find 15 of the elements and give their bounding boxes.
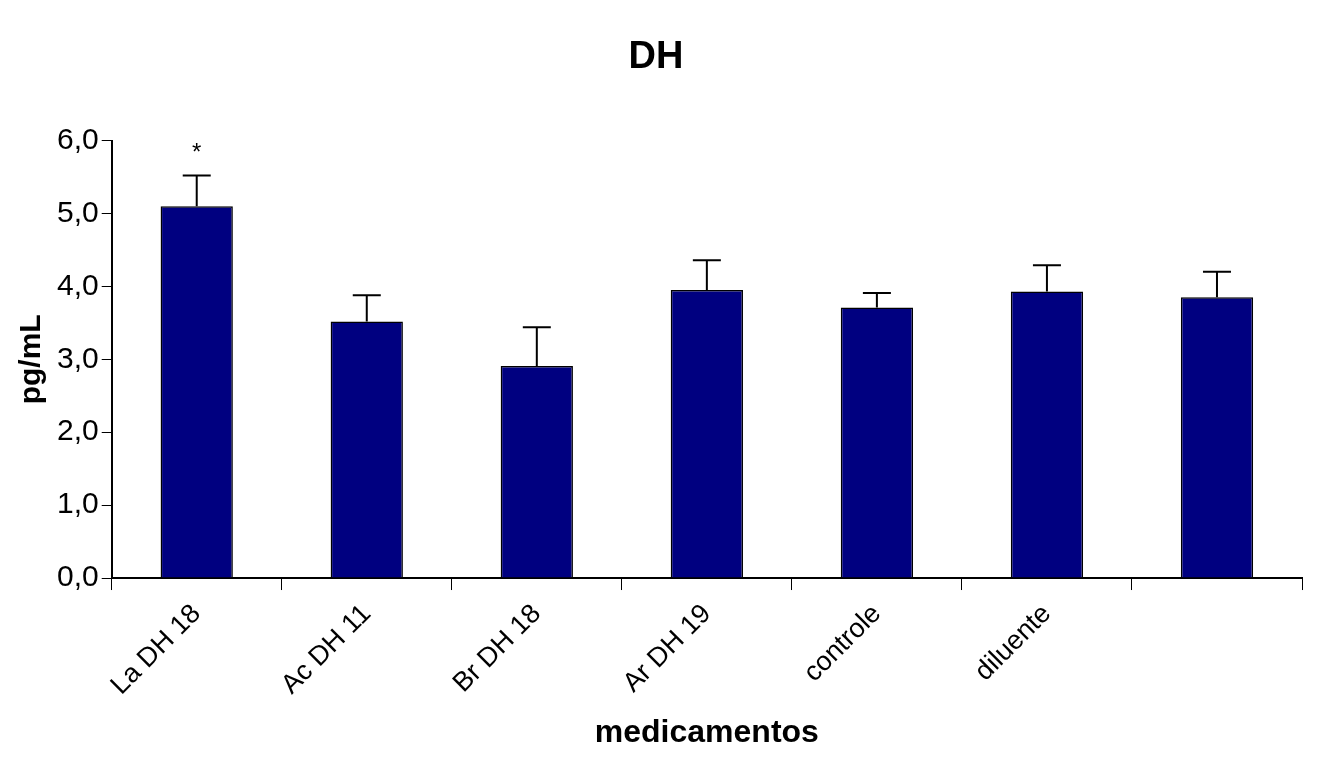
y-tick-label: 2,0 (56, 413, 99, 447)
annotation: * (192, 138, 202, 166)
chart-title: DH (628, 34, 684, 77)
y-tick-label: 6,0 (56, 121, 99, 155)
y-tick-label: 0,0 (56, 559, 99, 593)
x-axis-title: medicamentos (594, 712, 819, 749)
x-tick-label: La DH 18 (104, 597, 207, 700)
y-axis-title: pg/mL (13, 314, 47, 405)
x-tick-label: Ar DH 19 (616, 597, 717, 698)
y-tick-label: 3,0 (56, 340, 99, 374)
y-tick-label: 5,0 (56, 194, 99, 228)
x-tick-label: Ac DH 11 (274, 597, 377, 700)
y-tick-label: 4,0 (56, 267, 99, 301)
x-tick-label: Br DH 18 (446, 597, 547, 698)
y-tick-label: 1,0 (56, 486, 99, 520)
